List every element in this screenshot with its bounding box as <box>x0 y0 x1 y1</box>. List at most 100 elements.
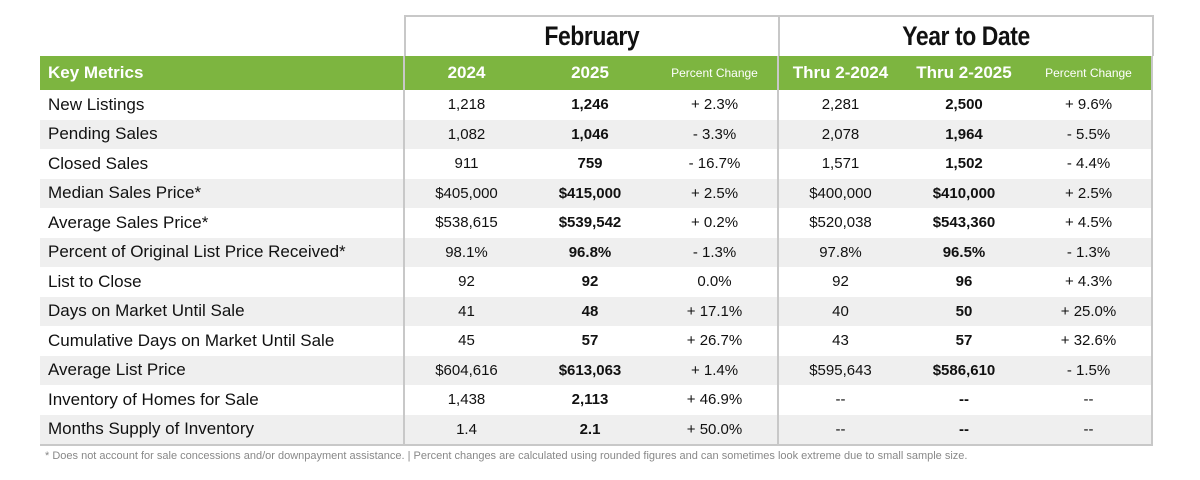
ytd-2025: $586,610 <box>902 355 1026 385</box>
ytd-2024: 43 <box>777 326 902 356</box>
feb-percent-change: + 2.5% <box>652 178 778 208</box>
table-row: Pending Sales 1,082 1,046- 3.3% 2,078 1,964-… <box>40 119 1153 149</box>
feb-2024: 41 <box>403 296 528 326</box>
ytd-2024: 92 <box>777 267 902 297</box>
feb-percent-change: + 1.4% <box>652 355 778 385</box>
metric-label: Median Sales Price* <box>40 178 404 208</box>
table-row: Closed Sales 911 759 - 16.7% 1,571 1,502 - 4.4… <box>40 149 1153 179</box>
feb-percent-change: + 17.1% <box>652 296 778 326</box>
feb-2025: 57 <box>581 332 599 350</box>
ytd-percent-change: - 1.5% <box>1026 355 1153 385</box>
feb-2024: 45 <box>403 326 528 356</box>
key-metrics-table: Key Metrics 2024 2025 Percent Change Thr… <box>40 56 1153 446</box>
ytd-2024: $520,038 <box>777 208 902 238</box>
ytd-percent-change: + 25.0% <box>1026 296 1153 326</box>
table-row: Average Sales Price* $538,615 $539,542 + 0.… <box>40 208 1153 238</box>
feb-percent-change: + 2.3% <box>690 96 739 114</box>
header-ytd-percent-change: Percent Change <box>1026 56 1153 90</box>
ytd-2025: $410,000 <box>902 178 1026 208</box>
header-percent-change: Percent Change <box>652 56 778 90</box>
feb-2025: 96.8% <box>528 237 652 267</box>
header-thru-2-2024: Thru 2-2024 <box>777 56 902 90</box>
metric-label: Days on Market Until Sale <box>40 296 404 326</box>
group-title: Year to Date <box>902 21 1030 51</box>
feb-2024: 98.1% <box>403 237 528 267</box>
table-row: Median Sales Price* $405,000 $415,000 + 2.5… <box>40 178 1153 208</box>
feb-2024: 1,438 <box>403 385 528 415</box>
feb-2025: 1,046 <box>528 119 652 149</box>
metric-label: List to Close <box>48 271 142 291</box>
feb-2025: 92 <box>581 273 599 291</box>
metric-label: Months Supply of Inventory <box>40 414 404 446</box>
feb-2025: 2.1 <box>528 414 652 446</box>
feb-percent-change: - 3.3% <box>652 119 778 149</box>
ytd-2024: 2,078 <box>777 119 902 149</box>
feb-2024: 1,082 <box>403 119 528 149</box>
feb-percent-change: + 50.0% <box>652 414 778 446</box>
feb-percent-change: 0.0% <box>697 273 732 291</box>
ytd-2025: 57 <box>955 332 973 350</box>
feb-percent-change: + 0.2% <box>690 214 739 232</box>
feb-2025: 2,113 <box>571 391 609 409</box>
ytd-2024: -- <box>777 385 902 415</box>
feb-2024: 1,218 <box>403 90 528 120</box>
ytd-percent-change: - 1.3% <box>1026 237 1153 267</box>
ytd-percent-change: - 5.5% <box>1026 119 1153 149</box>
ytd-2025: $543,360 <box>932 214 996 232</box>
ytd-2024: 97.8% <box>777 237 902 267</box>
metric-label: Average List Price <box>40 355 404 385</box>
metric-label: Percent of Original List Price Received* <box>40 237 404 267</box>
header-2024: 2024 <box>403 56 528 90</box>
group-title: February <box>544 21 640 51</box>
header-2025: 2025 <box>528 56 652 90</box>
metric-label: Closed Sales <box>48 153 149 173</box>
ytd-2024: 2,281 <box>777 90 902 120</box>
ytd-2025: 50 <box>902 296 1026 326</box>
table-row: Months Supply of Inventory 1.4 2.1 + 50.0% -… <box>40 414 1153 446</box>
feb-2024: $538,615 <box>403 208 528 238</box>
table-row: Inventory of Homes for Sale 1,438 2,113 + 4… <box>40 385 1153 415</box>
ytd-percent-change: + 9.6% <box>1026 90 1153 120</box>
metric-label: Average Sales Price* <box>48 212 209 232</box>
feb-2025: $415,000 <box>528 178 652 208</box>
ytd-percent-change: + 2.5% <box>1026 178 1153 208</box>
table-row: Average List Price $604,616 $613,063 + 1.4%… <box>40 355 1153 385</box>
feb-2024: $604,616 <box>403 355 528 385</box>
ytd-percent-change: + 4.5% <box>1026 208 1153 238</box>
ytd-2024: -- <box>777 414 902 446</box>
header-thru-2-2025: Thru 2-2025 <box>902 56 1026 90</box>
feb-percent-change: - 1.3% <box>652 237 778 267</box>
ytd-percent-change: - 4.4% <box>1026 149 1153 179</box>
ytd-percent-change: + 4.3% <box>1026 267 1153 297</box>
feb-percent-change: + 26.7% <box>686 332 743 350</box>
feb-2024: 92 <box>403 267 528 297</box>
group-header-ytd: Year to Date <box>778 15 1154 56</box>
ytd-2024: 1,571 <box>777 149 902 179</box>
table-header-row: Key Metrics 2024 2025 Percent Change Thr… <box>40 56 1153 90</box>
feb-2025: $613,063 <box>528 355 652 385</box>
ytd-2024: 40 <box>777 296 902 326</box>
group-header-february: February <box>404 15 780 56</box>
ytd-2025: 1,964 <box>902 119 1026 149</box>
footnote: * Does not account for sale concessions … <box>45 450 968 462</box>
feb-2024: $405,000 <box>403 178 528 208</box>
metric-label: Cumulative Days on Market Until Sale <box>48 330 335 350</box>
feb-2024: 1.4 <box>403 414 528 446</box>
feb-2025: $539,542 <box>558 214 622 232</box>
table-row: Days on Market Until Sale 41 48 + 17.1% 40 50… <box>40 296 1153 326</box>
ytd-2025: 1,502 <box>945 155 983 173</box>
table-row: Cumulative Days on Market Until Sale 45 57… <box>40 326 1153 356</box>
metric-label: Inventory of Homes for Sale <box>48 389 259 409</box>
ytd-percent-change: -- <box>1026 385 1153 415</box>
ytd-2025: -- <box>959 391 969 409</box>
feb-2025: 1,246 <box>571 96 609 114</box>
feb-2025: 759 <box>577 155 603 173</box>
metric-label: New Listings <box>48 94 145 114</box>
feb-2025: 48 <box>528 296 652 326</box>
ytd-percent-change: + 32.6% <box>1026 326 1153 356</box>
feb-percent-change: - 16.7% <box>688 155 741 173</box>
ytd-2024: $400,000 <box>777 178 902 208</box>
feb-percent-change: + 46.9% <box>686 391 743 409</box>
table-row: New Listings 1,218 1,246 + 2.3% 2,281 2,500 + … <box>40 90 1153 120</box>
ytd-2025: 96 <box>955 273 973 291</box>
